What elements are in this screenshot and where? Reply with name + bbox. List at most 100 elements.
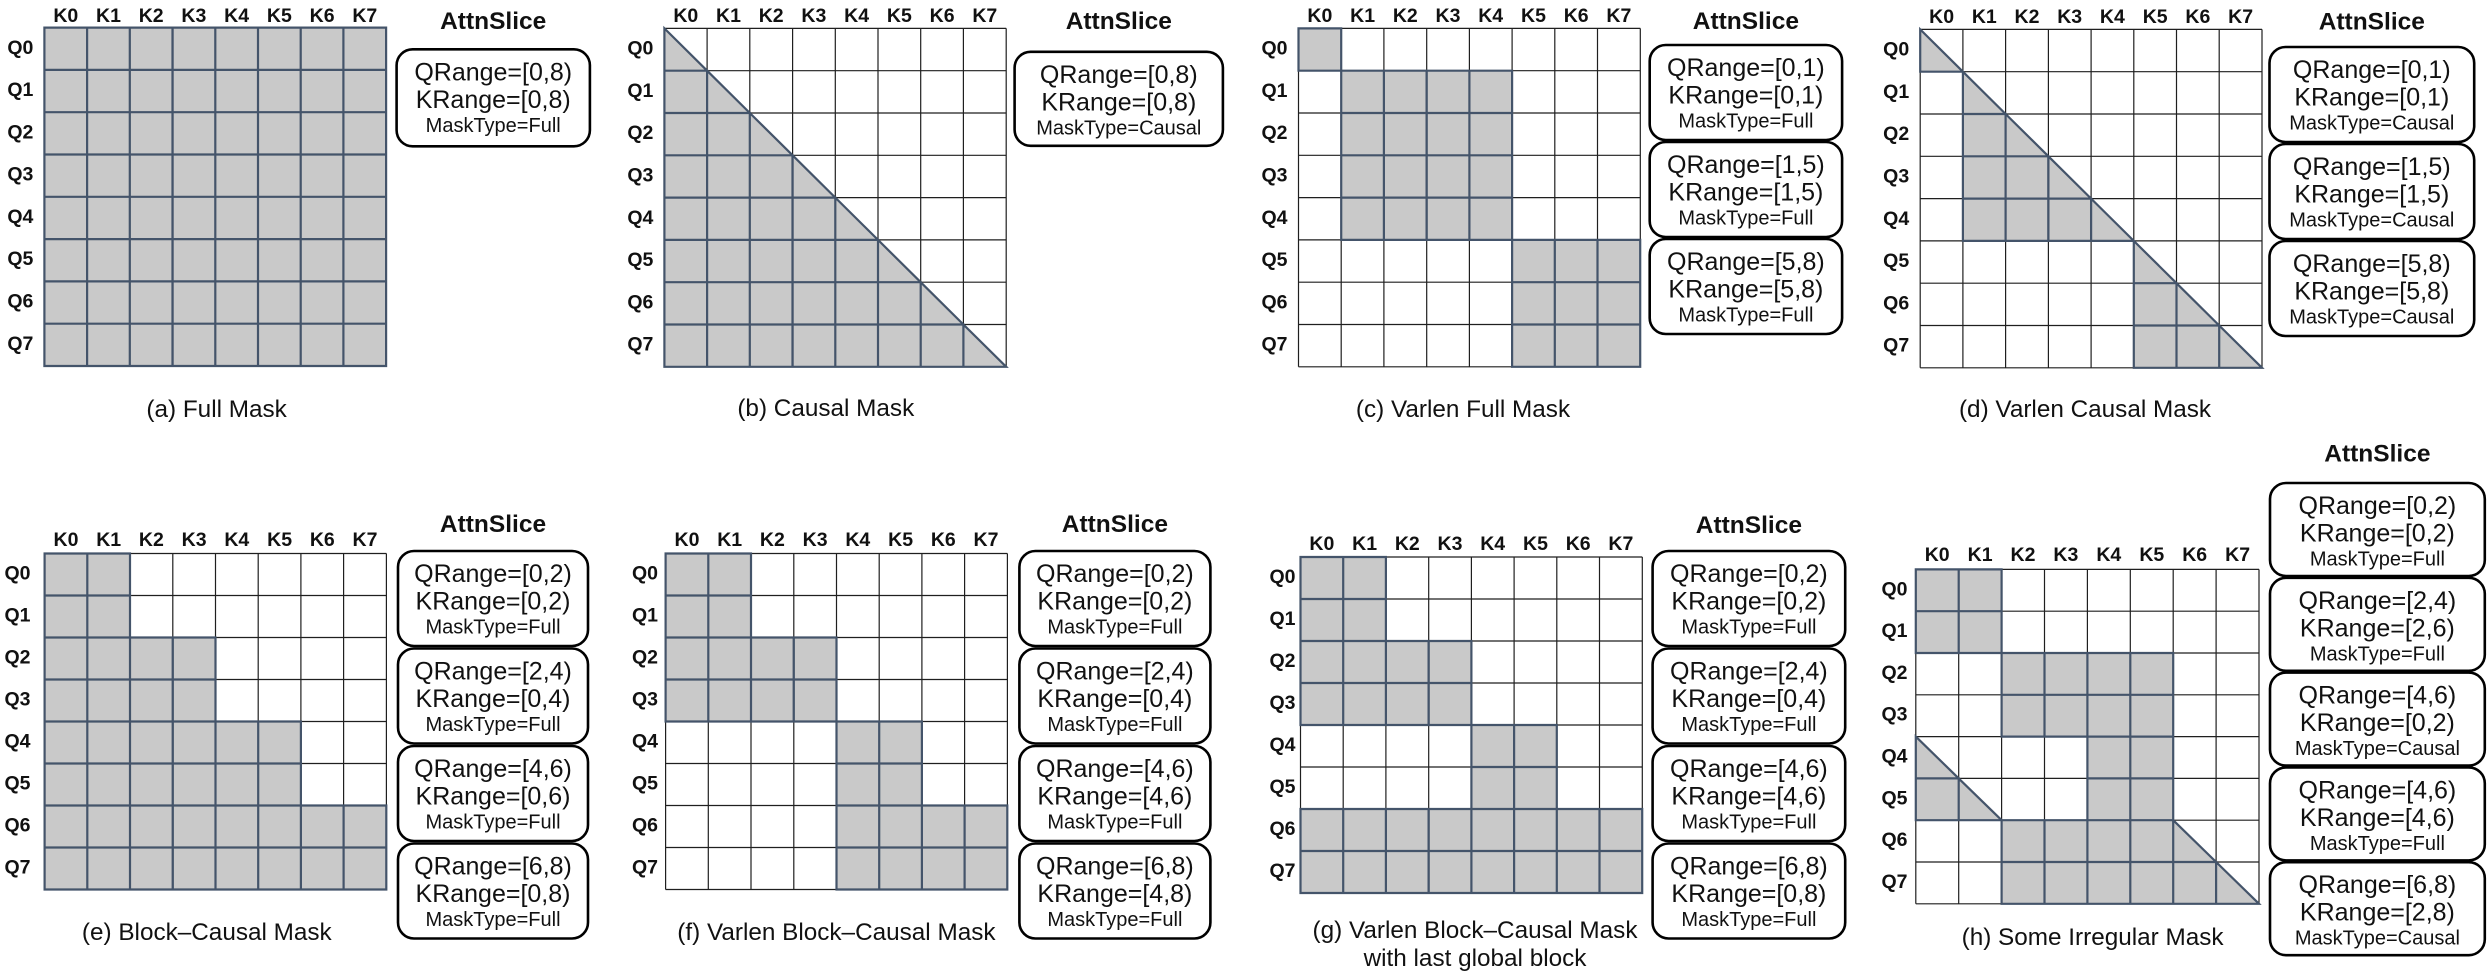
svg-text:K0: K0 xyxy=(53,5,78,27)
svg-text:Q2: Q2 xyxy=(1269,650,1295,672)
svg-text:Q1: Q1 xyxy=(627,80,653,102)
svg-text:QRange=[5,8): QRange=[5,8) xyxy=(1667,248,1825,276)
svg-text:QRange=[4,6): QRange=[4,6) xyxy=(1670,755,1828,783)
svg-text:KRange=[1,5): KRange=[1,5) xyxy=(1668,179,1823,207)
svg-text:KRange=[0,1): KRange=[0,1) xyxy=(2294,84,2449,112)
svg-text:Q1: Q1 xyxy=(1883,81,1909,103)
svg-text:K0: K0 xyxy=(675,529,700,551)
svg-text:K3: K3 xyxy=(1438,533,1463,555)
svg-text:K1: K1 xyxy=(1972,6,1997,28)
svg-text:KRange=[0,6): KRange=[0,6) xyxy=(416,783,571,811)
svg-text:(b) Causal Mask: (b) Causal Mask xyxy=(737,395,915,422)
svg-text:K5: K5 xyxy=(267,5,292,27)
svg-text:K5: K5 xyxy=(267,529,292,551)
svg-text:K1: K1 xyxy=(1968,544,1993,566)
svg-text:KRange=[2,6): KRange=[2,6) xyxy=(2300,614,2455,642)
svg-text:K4: K4 xyxy=(845,529,870,551)
svg-text:K5: K5 xyxy=(888,529,913,551)
svg-text:MaskType=Causal: MaskType=Causal xyxy=(2295,738,2460,760)
svg-text:K6: K6 xyxy=(2182,544,2207,566)
svg-text:MaskType=Full: MaskType=Full xyxy=(1681,617,1816,639)
svg-text:MaskType=Causal: MaskType=Causal xyxy=(1036,117,1201,139)
svg-text:K7: K7 xyxy=(1606,5,1631,27)
svg-text:K5: K5 xyxy=(2139,544,2164,566)
svg-text:Q0: Q0 xyxy=(1883,39,1909,61)
svg-text:QRange=[0,2): QRange=[0,2) xyxy=(414,560,572,588)
svg-text:K4: K4 xyxy=(844,5,869,27)
svg-text:K6: K6 xyxy=(930,5,955,27)
svg-text:Q5: Q5 xyxy=(4,773,30,795)
svg-text:Q6: Q6 xyxy=(627,291,653,313)
svg-text:Q3: Q3 xyxy=(7,164,33,186)
svg-text:K0: K0 xyxy=(1307,5,1332,27)
svg-text:Q0: Q0 xyxy=(627,38,653,60)
svg-text:Q4: Q4 xyxy=(1881,746,1907,768)
svg-text:QRange=[4,6): QRange=[4,6) xyxy=(2299,776,2457,804)
svg-text:K1: K1 xyxy=(96,5,121,27)
svg-text:Q1: Q1 xyxy=(4,605,30,627)
svg-text:K3: K3 xyxy=(182,529,207,551)
svg-text:MaskType=Causal: MaskType=Causal xyxy=(2289,113,2454,135)
svg-text:QRange=[6,8): QRange=[6,8) xyxy=(1670,853,1828,881)
svg-text:AttnSlice: AttnSlice xyxy=(2324,440,2430,467)
svg-text:KRange=[0,2): KRange=[0,2) xyxy=(2300,520,2455,548)
svg-text:KRange=[0,2): KRange=[0,2) xyxy=(2300,709,2455,737)
svg-text:K6: K6 xyxy=(931,529,956,551)
svg-text:KRange=[0,8): KRange=[0,8) xyxy=(416,86,571,114)
svg-text:AttnSlice: AttnSlice xyxy=(1066,8,1172,35)
svg-text:QRange=[0,8): QRange=[0,8) xyxy=(1040,61,1198,89)
svg-text:KRange=[4,6): KRange=[4,6) xyxy=(1671,783,1826,811)
svg-text:MaskType=Full: MaskType=Full xyxy=(425,812,560,834)
svg-text:K0: K0 xyxy=(54,529,79,551)
svg-text:K7: K7 xyxy=(972,5,997,27)
svg-text:Q1: Q1 xyxy=(1261,80,1287,102)
svg-text:QRange=[6,8): QRange=[6,8) xyxy=(1036,853,1194,881)
svg-text:QRange=[0,1): QRange=[0,1) xyxy=(1667,54,1825,82)
svg-text:Q2: Q2 xyxy=(7,121,33,143)
svg-text:Q5: Q5 xyxy=(1881,787,1907,809)
svg-text:KRange=[0,8): KRange=[0,8) xyxy=(416,880,571,908)
svg-text:MaskType=Full: MaskType=Full xyxy=(426,115,561,137)
svg-text:K1: K1 xyxy=(1350,5,1375,27)
svg-text:MaskType=Full: MaskType=Full xyxy=(2310,643,2445,665)
svg-text:K6: K6 xyxy=(310,529,335,551)
svg-text:QRange=[0,2): QRange=[0,2) xyxy=(1036,560,1194,588)
svg-text:K4: K4 xyxy=(2096,544,2121,566)
svg-text:Q1: Q1 xyxy=(7,79,33,101)
svg-text:K7: K7 xyxy=(352,5,377,27)
svg-text:Q7: Q7 xyxy=(4,857,30,879)
svg-text:K2: K2 xyxy=(139,5,164,27)
svg-text:QRange=[5,8): QRange=[5,8) xyxy=(2293,250,2451,278)
svg-text:K5: K5 xyxy=(887,5,912,27)
svg-text:Q0: Q0 xyxy=(1269,566,1295,588)
svg-text:MaskType=Full: MaskType=Full xyxy=(1678,208,1813,230)
svg-text:KRange=[1,5): KRange=[1,5) xyxy=(2294,181,2449,209)
svg-text:(h) Some Irregular Mask: (h) Some Irregular Mask xyxy=(1962,924,2225,951)
svg-text:Q7: Q7 xyxy=(627,334,653,356)
svg-text:QRange=[1,5): QRange=[1,5) xyxy=(1667,151,1825,179)
svg-text:Q4: Q4 xyxy=(627,207,653,229)
svg-text:Q4: Q4 xyxy=(632,731,658,753)
svg-text:K0: K0 xyxy=(1929,6,1954,28)
svg-text:Q6: Q6 xyxy=(632,815,658,837)
svg-text:(c) Varlen Full Mask: (c) Varlen Full Mask xyxy=(1356,396,1571,423)
svg-text:QRange=[2,4): QRange=[2,4) xyxy=(414,658,572,686)
svg-text:QRange=[0,1): QRange=[0,1) xyxy=(2293,56,2451,84)
svg-text:with last global block: with last global block xyxy=(1363,945,1588,972)
svg-text:K2: K2 xyxy=(2015,6,2040,28)
svg-text:Q6: Q6 xyxy=(1883,292,1909,314)
svg-text:Q2: Q2 xyxy=(1261,122,1287,144)
svg-text:Q1: Q1 xyxy=(1269,608,1295,630)
svg-text:Q6: Q6 xyxy=(4,815,30,837)
svg-text:(e) Block–Causal Mask: (e) Block–Causal Mask xyxy=(82,919,333,946)
svg-text:KRange=[0,4): KRange=[0,4) xyxy=(416,685,571,713)
svg-text:Q5: Q5 xyxy=(1883,250,1909,272)
svg-text:Q3: Q3 xyxy=(4,689,30,711)
svg-text:K6: K6 xyxy=(310,5,335,27)
svg-text:MaskType=Full: MaskType=Full xyxy=(425,617,560,639)
svg-text:KRange=[0,2): KRange=[0,2) xyxy=(1671,588,1826,616)
svg-text:MaskType=Full: MaskType=Full xyxy=(1047,714,1182,736)
svg-text:Q0: Q0 xyxy=(632,563,658,585)
svg-text:MaskType=Full: MaskType=Full xyxy=(425,714,560,736)
svg-text:KRange=[5,8): KRange=[5,8) xyxy=(2294,278,2449,306)
